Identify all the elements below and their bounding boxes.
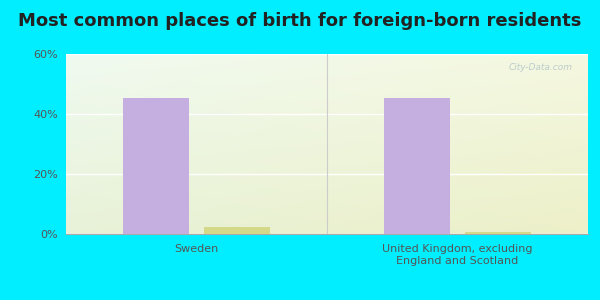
Bar [385,98,449,234]
Bar [205,226,269,234]
Text: City-Data.com: City-Data.com [508,63,572,72]
Bar [466,232,530,234]
Text: Most common places of birth for foreign-born residents: Most common places of birth for foreign-… [19,12,581,30]
Bar [124,98,188,234]
